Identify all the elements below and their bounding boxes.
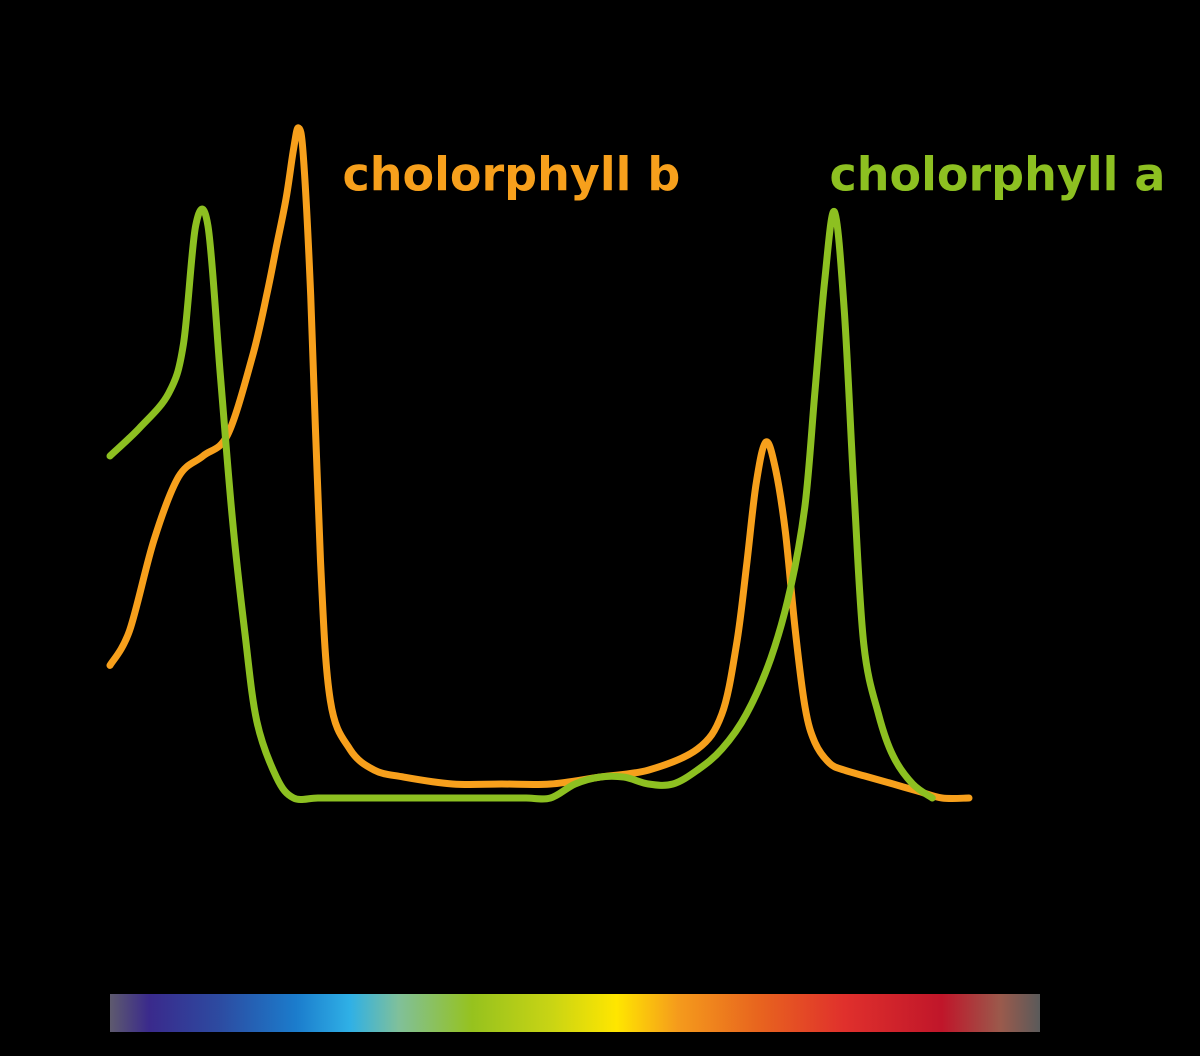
visible-spectrum-bar [110, 994, 1040, 1032]
series-label-cholorphyll-a: cholorphyll a [830, 148, 1166, 202]
series-label-cholorphyll-b: cholorphyll b [343, 148, 681, 202]
series-line-cholorphyll-a [106, 205, 936, 804]
label-layer: cholorphyll b cholorphyll a [343, 148, 1166, 202]
series-layer [106, 124, 973, 804]
series-line-cholorphyll-b [106, 124, 973, 803]
